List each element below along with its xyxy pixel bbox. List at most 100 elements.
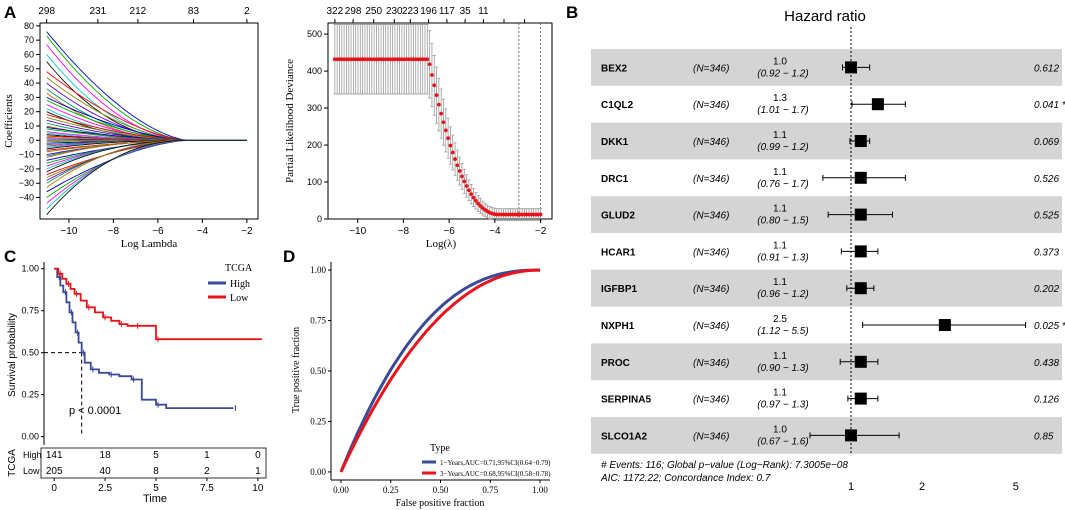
y-tick-label: 400 bbox=[307, 66, 322, 76]
deviance-point bbox=[471, 195, 476, 200]
y-tick-label: 0.00 bbox=[310, 467, 326, 477]
y-tick-label: 30 bbox=[24, 92, 34, 102]
forest-ci-label: (0.92 − 1.2) bbox=[757, 68, 808, 79]
x-tick-label: −6 bbox=[443, 226, 455, 237]
risk-table-frame bbox=[40, 447, 267, 479]
forest-p-label: 0.438 bbox=[1034, 358, 1059, 369]
deviance-point bbox=[538, 212, 543, 217]
forest-n-label: (N=346) bbox=[693, 358, 729, 369]
y-tick-label: 0.25 bbox=[310, 416, 326, 426]
forest-ci-label: (0.90 − 1.3) bbox=[757, 363, 808, 374]
top-tick-label: 231 bbox=[89, 6, 106, 17]
top-tick-label: 223 bbox=[402, 6, 419, 17]
top-tick-label: 298 bbox=[38, 6, 55, 17]
forest-hr-label: 1.0 bbox=[773, 56, 787, 67]
km-curve-low bbox=[54, 267, 262, 341]
roc-curve bbox=[339, 268, 540, 473]
roc-curve bbox=[339, 268, 540, 473]
deviance-point bbox=[448, 143, 453, 148]
deviance-point bbox=[432, 83, 437, 88]
forest-gene-label: GLUD2 bbox=[601, 211, 635, 222]
top-tick-label: 196 bbox=[420, 6, 437, 17]
top-tick-label: 35 bbox=[460, 6, 472, 17]
panel-letter-d: D bbox=[283, 247, 295, 266]
forest-gene-label: IGFBP1 bbox=[601, 284, 638, 295]
coef-path bbox=[46, 96, 247, 141]
coef-path bbox=[46, 61, 247, 141]
risk-count: 1 bbox=[255, 466, 261, 477]
y-tick-label: 200 bbox=[307, 140, 322, 150]
y-tick-label: 40 bbox=[24, 78, 34, 88]
legend-label-3y: 3−Years,AUC=0.68,95%CI(0.58−0.78) bbox=[440, 470, 551, 478]
deviance-point bbox=[427, 62, 432, 67]
deviance-point bbox=[430, 73, 434, 77]
risk-count: 205 bbox=[46, 466, 63, 477]
top-tick-label: 117 bbox=[439, 6, 455, 17]
y-tick-label: 10 bbox=[24, 121, 34, 131]
forest-hr-label: 1.1 bbox=[773, 351, 787, 362]
x-tick-label: 5 bbox=[153, 483, 159, 494]
plot-frame bbox=[39, 22, 259, 220]
x-tick-label: 2.5 bbox=[98, 483, 112, 494]
y-tick-label: 1.00 bbox=[310, 265, 326, 275]
forest-row-band bbox=[591, 196, 1062, 233]
y-tick-label: −40 bbox=[19, 193, 34, 203]
forest-n-label: (N=346) bbox=[693, 321, 729, 332]
coef-path bbox=[46, 139, 247, 188]
forest-plot: Hazard ratio BEX2 (N=346)1.0(0.92 − 1.2) 0… bbox=[591, 8, 1065, 493]
y-tick-label: 0.50 bbox=[21, 348, 39, 358]
x-tick-label: −4 bbox=[489, 226, 501, 237]
y-tick-label: 1.00 bbox=[21, 264, 39, 274]
legend-title: Type bbox=[430, 443, 450, 454]
x-axis-label: Log(λ) bbox=[426, 238, 457, 250]
forest-hr-label: 1.0 bbox=[773, 424, 787, 435]
risk-count: 0 bbox=[255, 450, 261, 461]
top-tick-label: 298 bbox=[345, 6, 362, 17]
deviance-point bbox=[457, 169, 462, 173]
forest-hr-marker bbox=[854, 355, 867, 368]
forest-x-tick-label: 1 bbox=[848, 481, 854, 493]
forest-n-label: (N=346) bbox=[693, 174, 729, 185]
forest-hr-label: 2.5 bbox=[773, 314, 787, 325]
y-tick-label: −20 bbox=[19, 164, 34, 174]
deviance-point bbox=[476, 201, 481, 206]
x-tick-label: −4 bbox=[197, 226, 209, 237]
coef-path bbox=[46, 139, 247, 215]
deviance-point bbox=[455, 163, 460, 168]
deviance-point bbox=[434, 93, 439, 98]
deviance-point bbox=[467, 188, 471, 193]
forest-n-label: (N=346) bbox=[693, 211, 729, 222]
top-tick-label: 2 bbox=[244, 6, 250, 17]
forest-ci-label: (0.96 − 1.2) bbox=[757, 289, 808, 300]
y-tick-label: 20 bbox=[24, 107, 34, 117]
forest-ci-label: (0.76 − 1.7) bbox=[757, 179, 808, 190]
top-tick-label: 212 bbox=[130, 6, 147, 17]
x-tick-label: 0.50 bbox=[433, 485, 449, 495]
y-tick-label: 60 bbox=[24, 49, 34, 59]
forest-hr-label: 1.1 bbox=[773, 240, 787, 251]
risk-table-title: TCGA bbox=[7, 449, 18, 477]
risk-count: 8 bbox=[153, 466, 159, 477]
y-tick-label: 0.75 bbox=[310, 316, 326, 326]
forest-hr-label: 1.1 bbox=[773, 204, 787, 215]
y-tick-label: 0.25 bbox=[21, 390, 39, 400]
top-tick-label: 322 bbox=[327, 6, 344, 17]
y-tick-label: 300 bbox=[307, 103, 322, 113]
forest-row-band bbox=[591, 269, 1062, 307]
y-tick-label: 100 bbox=[307, 177, 322, 187]
forest-ci-label: (1.12 − 5.5) bbox=[757, 326, 808, 337]
x-tick-label: −2 bbox=[241, 226, 253, 237]
forest-n-label: (N=346) bbox=[693, 431, 729, 442]
deviance-point bbox=[460, 174, 464, 179]
forest-x-tick-label: 2 bbox=[919, 481, 925, 493]
forest-gene-label: HCAR1 bbox=[601, 247, 636, 258]
forest-p-label: 0.041 * bbox=[1034, 100, 1065, 111]
panel-letter-c: C bbox=[4, 247, 16, 266]
y-axis-label: Coefficients bbox=[3, 94, 15, 148]
forest-gene-label: SLCO1A2 bbox=[601, 431, 648, 442]
x-tick-label: 0.00 bbox=[333, 485, 349, 495]
deviance-point bbox=[439, 111, 444, 116]
forest-hr-marker bbox=[854, 245, 867, 258]
forest-p-label: 0.025 * bbox=[1034, 321, 1065, 332]
x-tick-label: −8 bbox=[108, 226, 120, 237]
